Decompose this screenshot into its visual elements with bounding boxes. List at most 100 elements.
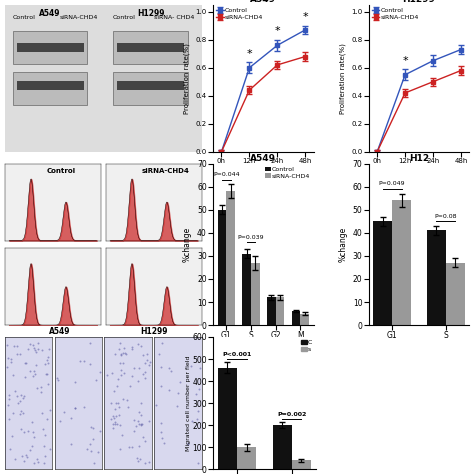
Point bbox=[136, 456, 144, 463]
Point bbox=[42, 453, 49, 460]
Text: Control: Control bbox=[47, 168, 76, 174]
Point bbox=[173, 402, 181, 410]
Bar bbox=[242, 254, 251, 325]
Point bbox=[143, 350, 151, 358]
Point bbox=[113, 383, 121, 390]
Point bbox=[17, 407, 25, 415]
Text: P=0.049: P=0.049 bbox=[379, 182, 405, 186]
Point bbox=[18, 452, 26, 460]
Point bbox=[193, 416, 201, 423]
Point bbox=[41, 360, 49, 368]
X-axis label: Time: Time bbox=[410, 170, 428, 179]
Point bbox=[184, 439, 191, 447]
Point bbox=[120, 345, 128, 352]
Point bbox=[109, 412, 117, 419]
Point bbox=[122, 350, 130, 357]
Point bbox=[42, 431, 49, 438]
Point bbox=[24, 346, 32, 353]
Text: siRNA-CHD4: siRNA-CHD4 bbox=[142, 168, 190, 174]
Point bbox=[115, 346, 123, 353]
Point bbox=[116, 421, 124, 429]
Point bbox=[141, 374, 149, 382]
Point bbox=[38, 346, 46, 354]
Bar bbox=[392, 201, 411, 325]
Point bbox=[61, 408, 68, 416]
Point bbox=[195, 385, 203, 392]
Point bbox=[80, 357, 87, 365]
Point bbox=[9, 372, 17, 379]
Point bbox=[43, 370, 50, 377]
Bar bbox=[226, 191, 235, 325]
Point bbox=[117, 366, 125, 374]
Point bbox=[146, 361, 153, 369]
Point bbox=[134, 418, 142, 425]
Point bbox=[6, 391, 13, 399]
Point bbox=[137, 342, 145, 349]
Point bbox=[9, 432, 16, 439]
Text: P=0.002: P=0.002 bbox=[277, 412, 306, 417]
Bar bbox=[218, 368, 237, 469]
Point bbox=[81, 403, 88, 411]
Point bbox=[142, 359, 149, 367]
Point bbox=[5, 395, 12, 403]
Point bbox=[123, 396, 131, 404]
Point bbox=[111, 420, 119, 428]
Point bbox=[134, 457, 142, 465]
Text: siRNA-CHD4: siRNA-CHD4 bbox=[60, 15, 98, 20]
Point bbox=[46, 445, 54, 453]
Point bbox=[119, 359, 127, 367]
Point bbox=[26, 367, 33, 374]
Point bbox=[67, 415, 74, 422]
Point bbox=[126, 444, 133, 451]
Bar bbox=[117, 81, 184, 90]
Point bbox=[30, 433, 37, 440]
Point bbox=[27, 340, 34, 348]
Point bbox=[189, 417, 196, 424]
Bar bbox=[374, 221, 392, 325]
Point bbox=[142, 368, 149, 376]
Bar bbox=[276, 298, 284, 325]
Point bbox=[118, 351, 125, 358]
Point bbox=[28, 418, 36, 426]
Point bbox=[20, 428, 27, 436]
Point bbox=[110, 414, 118, 421]
Point bbox=[40, 442, 48, 450]
Point bbox=[45, 380, 52, 387]
Point bbox=[87, 440, 94, 447]
Point bbox=[167, 367, 175, 375]
Point bbox=[137, 421, 145, 429]
Point bbox=[158, 339, 165, 347]
X-axis label: Time: Time bbox=[254, 170, 273, 179]
Point bbox=[107, 415, 115, 423]
Point bbox=[124, 403, 131, 410]
Point bbox=[139, 371, 146, 378]
Point bbox=[21, 374, 29, 381]
Point bbox=[146, 458, 153, 466]
Point bbox=[30, 428, 37, 435]
Point bbox=[19, 409, 27, 417]
Point bbox=[4, 401, 12, 409]
Point bbox=[19, 394, 27, 401]
Point bbox=[134, 341, 142, 348]
Text: H1299: H1299 bbox=[140, 327, 168, 336]
Legend: Control, siRNA-CHD4: Control, siRNA-CHD4 bbox=[372, 8, 419, 20]
Point bbox=[20, 457, 27, 465]
Text: P<0.001: P<0.001 bbox=[222, 352, 252, 357]
Point bbox=[87, 447, 94, 455]
Point bbox=[109, 424, 117, 432]
Text: P=0.08: P=0.08 bbox=[435, 214, 457, 219]
Point bbox=[43, 416, 51, 423]
Y-axis label: Proliferation rate(%): Proliferation rate(%) bbox=[183, 43, 190, 114]
Point bbox=[116, 445, 124, 453]
Text: siRNA- CHD4: siRNA- CHD4 bbox=[155, 15, 195, 20]
Text: Control: Control bbox=[13, 15, 36, 20]
Point bbox=[137, 399, 145, 407]
Point bbox=[30, 459, 38, 467]
Title: H1299: H1299 bbox=[402, 0, 436, 4]
Point bbox=[114, 375, 122, 383]
Text: Control: Control bbox=[113, 15, 136, 20]
Title: A549: A549 bbox=[250, 0, 276, 4]
Text: *: * bbox=[246, 48, 252, 59]
Point bbox=[194, 407, 202, 415]
Point bbox=[53, 374, 61, 382]
